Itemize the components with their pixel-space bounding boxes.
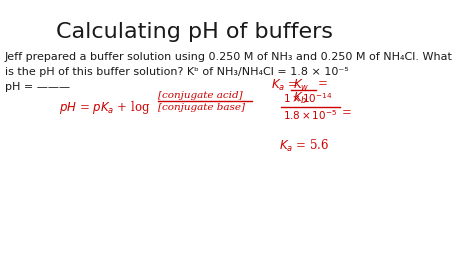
- Text: pH = ———: pH = ———: [5, 82, 70, 92]
- Text: is the pH of this buffer solution? Kᵇ of NH₃/NH₄Cl = 1.8 × 10⁻⁵: is the pH of this buffer solution? Kᵇ of…: [5, 67, 348, 77]
- Text: [conjugate acid]: [conjugate acid]: [158, 91, 243, 100]
- Text: [conjugate base]: [conjugate base]: [158, 103, 246, 112]
- Text: $1.8\times10^{-5}$: $1.8\times10^{-5}$: [283, 108, 337, 122]
- Text: $1\times10^{-14}$: $1\times10^{-14}$: [283, 91, 333, 105]
- Text: $\it{K_a}$ = 5.6: $\it{K_a}$ = 5.6: [279, 138, 329, 154]
- Text: =: =: [342, 106, 352, 119]
- Text: $\it{K_b}$: $\it{K_b}$: [293, 91, 308, 106]
- Text: =: =: [318, 77, 328, 90]
- Text: Jeff prepared a buffer solution using 0.250 M of NH₃ and 0.250 M of NH₄Cl. What: Jeff prepared a buffer solution using 0.…: [5, 52, 453, 62]
- Text: Calculating pH of buffers: Calculating pH of buffers: [56, 22, 333, 42]
- Text: $\it{pH}$ = $\it{pK_a}$ + log: $\it{pH}$ = $\it{pK_a}$ + log: [59, 99, 151, 117]
- Text: $\it{K_w}$: $\it{K_w}$: [293, 78, 310, 93]
- Text: $\it{K_a}$ =: $\it{K_a}$ =: [271, 78, 300, 93]
